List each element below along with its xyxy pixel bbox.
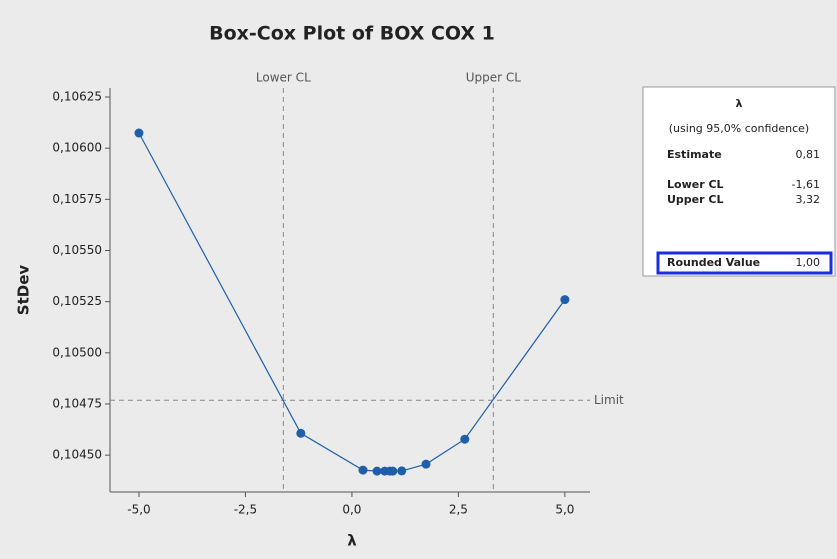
y-axis-label: StDev bbox=[15, 265, 33, 316]
data-point bbox=[460, 434, 470, 444]
data-point bbox=[421, 459, 431, 469]
summary-label: Estimate bbox=[667, 148, 722, 161]
summary-label: Rounded Value bbox=[667, 256, 760, 269]
x-tick-label: -2,5 bbox=[234, 503, 257, 517]
ref-label: Limit bbox=[594, 393, 624, 407]
ref-label: Upper CL bbox=[466, 71, 522, 85]
summary-label: Upper CL bbox=[667, 193, 723, 206]
y-tick-label: 0,10625 bbox=[52, 90, 102, 104]
x-tick-label: 0,0 bbox=[342, 503, 361, 517]
data-point bbox=[397, 466, 407, 476]
y-tick-label: 0,10550 bbox=[52, 243, 102, 257]
y-tick-label: 0,10450 bbox=[52, 448, 102, 462]
summary-value: 3,32 bbox=[796, 193, 821, 206]
x-tick-label: -5,0 bbox=[127, 503, 150, 517]
summary-note: (using 95,0% confidence) bbox=[669, 122, 809, 135]
y-tick-label: 0,10500 bbox=[52, 345, 102, 359]
data-point bbox=[358, 465, 368, 475]
data-point bbox=[134, 128, 144, 138]
summary-label: Lower CL bbox=[667, 178, 724, 191]
x-axis-label: λ bbox=[347, 532, 357, 550]
y-tick-label: 0,10525 bbox=[52, 294, 102, 308]
summary-title: λ bbox=[736, 97, 743, 110]
data-point bbox=[388, 466, 398, 476]
ref-label: Lower CL bbox=[256, 71, 311, 85]
x-tick-label: 5,0 bbox=[555, 503, 574, 517]
y-tick-label: 0,10475 bbox=[52, 396, 102, 410]
summary-value: -1,61 bbox=[792, 178, 820, 191]
x-tick-label: 2,5 bbox=[449, 503, 468, 517]
data-point bbox=[560, 295, 570, 305]
summary-value: 1,00 bbox=[796, 256, 821, 269]
data-point bbox=[372, 466, 382, 476]
y-tick-label: 0,10600 bbox=[52, 141, 102, 155]
y-tick-label: 0,10575 bbox=[52, 192, 102, 206]
data-point bbox=[296, 428, 306, 438]
highlight-box bbox=[656, 251, 833, 275]
summary-value: 0,81 bbox=[796, 148, 821, 161]
summary-box bbox=[642, 86, 836, 277]
chart-title: Box-Cox Plot of BOX COX 1 bbox=[209, 23, 495, 45]
